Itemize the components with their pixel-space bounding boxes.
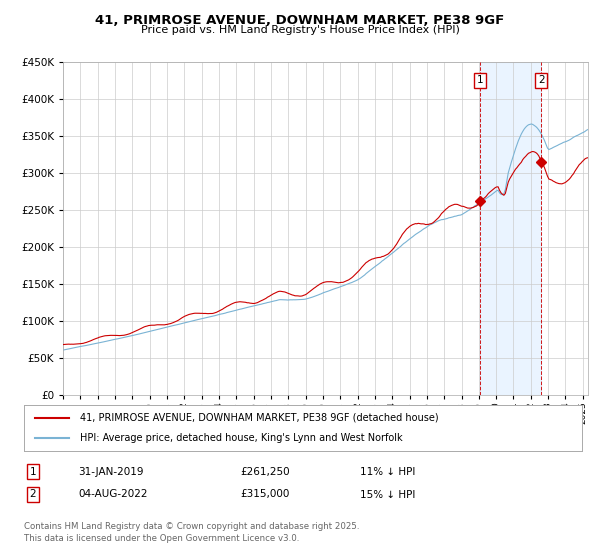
Bar — [480, 62, 541, 395]
Text: 2: 2 — [29, 489, 37, 500]
Text: 11% ↓ HPI: 11% ↓ HPI — [360, 466, 415, 477]
Text: 15% ↓ HPI: 15% ↓ HPI — [360, 489, 415, 500]
Text: Contains HM Land Registry data © Crown copyright and database right 2025.
This d: Contains HM Land Registry data © Crown c… — [24, 522, 359, 543]
Text: 1: 1 — [477, 75, 484, 85]
Text: 41, PRIMROSE AVENUE, DOWNHAM MARKET, PE38 9GF (detached house): 41, PRIMROSE AVENUE, DOWNHAM MARKET, PE3… — [80, 413, 439, 423]
Text: 2: 2 — [538, 75, 545, 85]
Text: 31-JAN-2019: 31-JAN-2019 — [78, 466, 143, 477]
Text: £261,250: £261,250 — [240, 466, 290, 477]
Text: 04-AUG-2022: 04-AUG-2022 — [78, 489, 148, 500]
Text: Price paid vs. HM Land Registry's House Price Index (HPI): Price paid vs. HM Land Registry's House … — [140, 25, 460, 35]
Text: HPI: Average price, detached house, King's Lynn and West Norfolk: HPI: Average price, detached house, King… — [80, 433, 403, 444]
Text: 41, PRIMROSE AVENUE, DOWNHAM MARKET, PE38 9GF: 41, PRIMROSE AVENUE, DOWNHAM MARKET, PE3… — [95, 14, 505, 27]
Text: 1: 1 — [29, 466, 37, 477]
Text: £315,000: £315,000 — [240, 489, 289, 500]
